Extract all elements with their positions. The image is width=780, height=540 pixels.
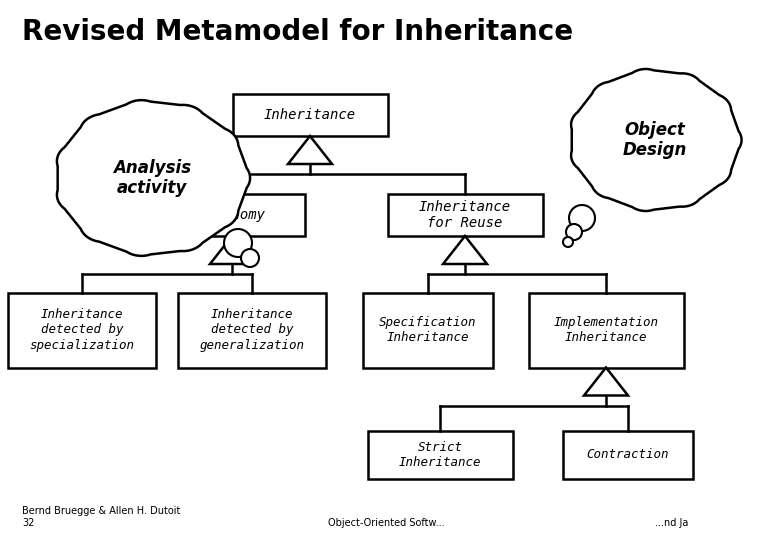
Text: Implementation
Inheritance: Implementation Inheritance xyxy=(554,316,658,344)
Polygon shape xyxy=(288,136,332,164)
Polygon shape xyxy=(443,236,487,264)
Text: Contraction: Contraction xyxy=(587,449,669,462)
FancyBboxPatch shape xyxy=(529,293,683,368)
Text: Inheritance
detected by
specialization: Inheritance detected by specialization xyxy=(30,308,134,352)
FancyBboxPatch shape xyxy=(232,94,388,136)
FancyBboxPatch shape xyxy=(363,293,493,368)
Text: Object
Design: Object Design xyxy=(622,120,687,159)
Text: Inheritance
for Reuse: Inheritance for Reuse xyxy=(419,200,511,230)
FancyBboxPatch shape xyxy=(367,431,512,479)
Text: ...nd Ja: ...nd Ja xyxy=(655,518,689,528)
Text: Revised Metamodel for Inheritance: Revised Metamodel for Inheritance xyxy=(22,18,573,46)
Text: Strict
Inheritance: Strict Inheritance xyxy=(399,441,481,469)
Polygon shape xyxy=(210,236,254,264)
Circle shape xyxy=(566,224,582,240)
Circle shape xyxy=(224,229,252,257)
FancyBboxPatch shape xyxy=(159,194,304,236)
Polygon shape xyxy=(571,69,742,211)
Text: Object-Oriented Softw...: Object-Oriented Softw... xyxy=(328,518,445,528)
Text: Specification
Inheritance: Specification Inheritance xyxy=(379,316,477,344)
Text: Bernd Bruegge & Allen H. Dutoit
32: Bernd Bruegge & Allen H. Dutoit 32 xyxy=(22,507,180,528)
Polygon shape xyxy=(57,100,250,256)
Text: Analysis
activity: Analysis activity xyxy=(113,159,191,198)
FancyBboxPatch shape xyxy=(8,293,156,368)
Circle shape xyxy=(563,237,573,247)
Text: Taxonomy: Taxonomy xyxy=(198,208,265,222)
FancyBboxPatch shape xyxy=(178,293,326,368)
Circle shape xyxy=(241,249,259,267)
Polygon shape xyxy=(584,368,628,395)
Circle shape xyxy=(569,205,595,231)
FancyBboxPatch shape xyxy=(388,194,543,236)
FancyBboxPatch shape xyxy=(563,431,693,479)
Text: Inheritance: Inheritance xyxy=(264,108,356,122)
Text: Inheritance
detected by
generalization: Inheritance detected by generalization xyxy=(200,308,304,352)
